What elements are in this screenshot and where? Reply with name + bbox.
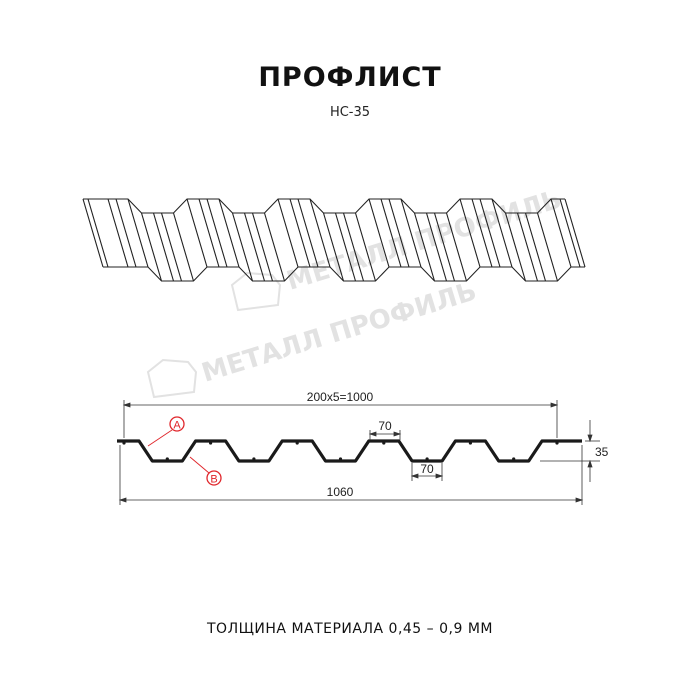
sheet-fold-line: [186, 198, 208, 268]
stiffener-line: [289, 198, 311, 268]
profile-model: НС-35: [329, 105, 371, 120]
stiffener-line: [251, 212, 274, 282]
sheet-fold-line: [536, 212, 559, 282]
sheet-fold-line: [263, 212, 286, 282]
stiffener-line: [206, 198, 228, 268]
bottom-stiffener: [165, 457, 169, 461]
sheet-fold-line: [504, 212, 527, 282]
sheet-fold-line: [218, 198, 240, 268]
sheet-fold-line: [400, 198, 422, 268]
watermark-text: МЕТАЛЛ ПРОФИЛЬ: [198, 277, 480, 389]
top-width-dimension: 70: [378, 419, 392, 433]
stiffener-line: [524, 212, 547, 282]
stiffener-line: [160, 212, 183, 282]
stiffener-line: [342, 212, 365, 282]
stiffener-line: [107, 198, 129, 268]
stiffener-line: [115, 198, 137, 268]
svg-text:B: B: [210, 474, 217, 486]
sheet-fold-line: [413, 212, 436, 282]
sheet-fold-line: [172, 212, 195, 282]
full-width-dimension: 1060: [327, 485, 354, 499]
marker-a: A: [147, 416, 185, 447]
stiffener-line: [425, 212, 448, 282]
sheet-back-edge: [103, 266, 585, 282]
top-stiffener: [209, 441, 213, 445]
watermark-2: МЕТАЛЛ ПРОФИЛЬ: [146, 277, 480, 399]
stiffener-line: [297, 198, 319, 268]
top-stiffener: [122, 441, 126, 445]
sheet-fold-line: [277, 198, 299, 268]
bottom-stiffener: [338, 457, 343, 461]
stiffener-line: [152, 212, 175, 282]
profile-line: [117, 439, 582, 463]
bottom-stiffener: [252, 457, 256, 461]
stiffener-line: [433, 212, 456, 282]
sheet-3d-view: [82, 198, 586, 282]
top-stiffener: [468, 441, 472, 445]
stiffener-line: [479, 198, 501, 268]
stiffener-line: [388, 198, 410, 268]
top-stiffener: [382, 441, 386, 445]
stiffener-line: [198, 198, 220, 268]
edge-line: [87, 198, 109, 268]
svg-text:A: A: [173, 420, 181, 432]
stiffener-line: [380, 198, 402, 268]
sheet-fold-line: [491, 198, 513, 268]
sheet-fold-line: [459, 198, 481, 268]
bottom-stiffener: [512, 457, 516, 461]
top-stiffener: [295, 441, 299, 445]
bottom-width-dimension: 70: [420, 462, 434, 476]
sheet-fold-line: [354, 212, 377, 282]
sheet-fold-line: [564, 198, 586, 268]
sheet-fold-line: [368, 198, 390, 268]
sheet-fold-line: [309, 198, 331, 268]
pitch-dimension: 200x5=1000: [307, 390, 374, 404]
stiffener-line: [471, 198, 493, 268]
top-stiffener: [555, 441, 559, 445]
stiffener-line: [334, 212, 357, 282]
dimension-lines: [118, 400, 600, 505]
sheet-fold-line: [322, 212, 345, 282]
sheet-fold-line: [82, 198, 104, 268]
stiffener-line: [516, 212, 539, 282]
marker-b: B: [189, 456, 222, 486]
stiffener-line: [243, 212, 266, 282]
sheet-fold-line: [231, 212, 254, 282]
sheet-fold-line: [127, 198, 149, 268]
sheet-fold-line: [140, 212, 163, 282]
bottom-stiffener: [425, 457, 429, 461]
sheet-fold-line: [445, 212, 468, 282]
sheet-fold-line: [550, 198, 572, 268]
height-dimension: 35: [595, 445, 609, 459]
material-thickness: ТОЛЩИНА МАТЕРИАЛА 0,45 – 0,9 ММ: [207, 621, 493, 637]
cross-section: [117, 439, 582, 463]
edge-line: [559, 198, 581, 268]
watermark-text: МЕТАЛЛ ПРОФИЛЬ: [283, 185, 565, 297]
page-title: ПРОФЛИСТ: [258, 62, 442, 93]
sheet-front-edge: [83, 198, 565, 214]
